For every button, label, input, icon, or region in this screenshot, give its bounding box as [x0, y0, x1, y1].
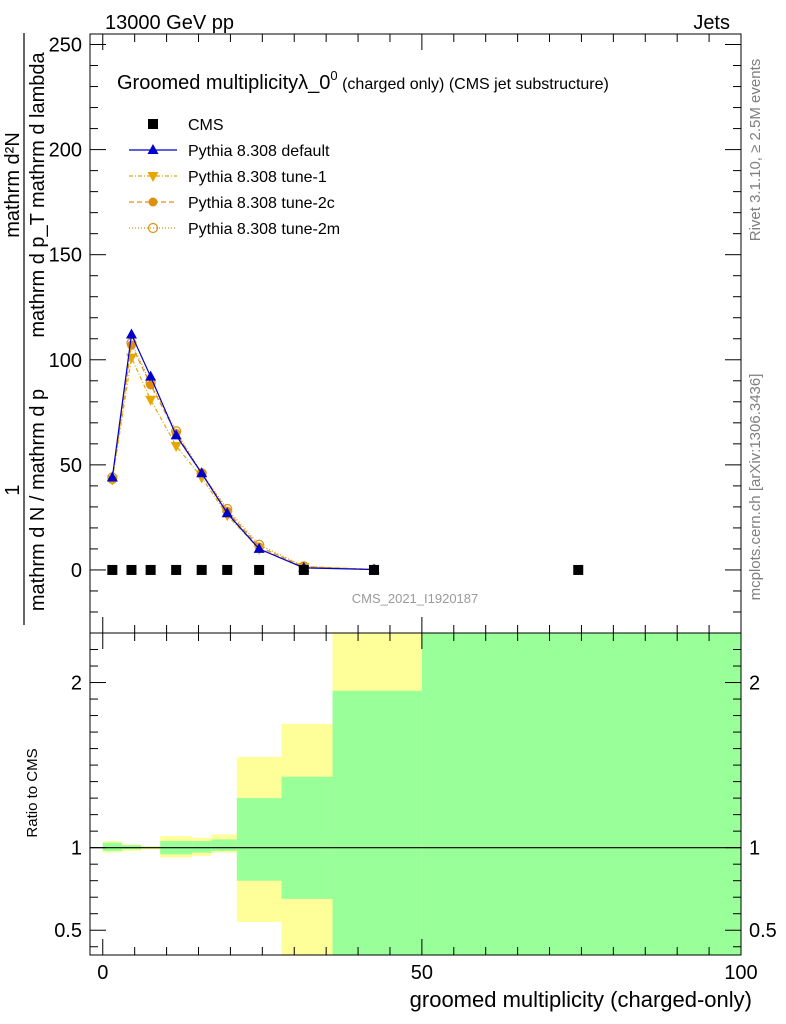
cms-data-point	[126, 564, 137, 575]
main-series	[106, 328, 584, 576]
ratio-y-tick-label: 0.5	[54, 920, 82, 942]
ratio-bands	[90, 633, 741, 955]
cms-data-point	[107, 564, 118, 575]
ratio-axes: 0.5 0.5 1 1 2 2 0 50 100	[54, 633, 777, 984]
cms-data-point	[573, 564, 584, 575]
y-tick-label: 100	[49, 350, 82, 372]
legend-marker	[148, 197, 158, 207]
watermark: CMS_2021_I1920187	[352, 591, 479, 606]
cms-data-point	[222, 564, 233, 575]
cms-data-point	[298, 564, 309, 575]
legend-label: Pythia 8.308 tune-2m	[188, 221, 340, 238]
energy-label: 13000 GeV pp	[105, 12, 234, 34]
y-tick-label: 0	[71, 560, 82, 582]
chart-title-sub: (charged only) (CMS jet substructure)	[338, 76, 609, 93]
ratio-plot-frame	[89, 632, 742, 956]
y-tick-label: 150	[49, 245, 82, 267]
ylabel-denominator: mathrm d N / mathrm d p	[27, 389, 49, 611]
series-pythia-8-308-default	[106, 328, 380, 574]
ratio-y-tick-label-right: 2	[749, 673, 760, 695]
ratio-y-tick-label-right: 1	[749, 838, 760, 860]
legend-label: CMS	[188, 117, 224, 134]
chart-title: Groomed multiplicityλ_00 (charged only) …	[117, 68, 609, 94]
ratio-band-green	[102, 842, 122, 851]
legend-entry: Pythia 8.308 tune-2c	[129, 195, 335, 212]
legend-marker	[147, 172, 159, 182]
ratio-plot: 0.5 0.5 1 1 2 2 0 50 100	[54, 632, 777, 984]
process-label: Jets	[693, 12, 730, 34]
legend-marker	[147, 144, 159, 154]
data-point	[221, 507, 233, 518]
cms-data-point	[171, 564, 182, 575]
y-tick-label: 250	[49, 35, 82, 57]
ratio-y-tick-label: 2	[71, 673, 82, 695]
series-pythia-8-308-tune-2m	[107, 337, 380, 575]
cms-data-point	[145, 564, 156, 575]
ratio-band-green	[192, 841, 212, 853]
series-cms	[107, 564, 584, 575]
ratio-y-tick-label-right: 0.5	[749, 920, 777, 942]
ylabel-prefix: 1	[2, 484, 24, 495]
data-point	[170, 441, 182, 452]
legend-entry: Pythia 8.308 default	[129, 143, 330, 160]
main-ylabel: 1 mathrm d²N mathrm d N / mathrm d p mat…	[2, 33, 49, 625]
main-axes: 0 50 100 150 200 250	[49, 34, 742, 634]
ratio-band-green	[332, 690, 422, 955]
data-point	[145, 370, 157, 381]
legend-label: Pythia 8.308 default	[188, 143, 330, 160]
ylabel-rest: mathrm d p_T mathrm d lambda	[27, 51, 49, 337]
x-tick-label: 100	[724, 962, 757, 984]
mcplots-side-text: mcplots.cern.ch [arXiv:1306.3436]	[747, 374, 764, 601]
series-line	[111, 355, 375, 571]
chart-title-main: Groomed multiplicityλ_0	[117, 72, 330, 94]
y-tick-label: 200	[49, 140, 82, 162]
data-point	[196, 467, 208, 478]
series-line	[111, 340, 375, 571]
ratio-band-green	[236, 798, 282, 881]
legend-label: Pythia 8.308 tune-1	[188, 169, 327, 186]
x-axis-label: groomed multiplicity (charged-only)	[410, 987, 752, 1012]
ylabel-numerator: mathrm d²N	[2, 132, 24, 238]
rivet-side-text: Rivet 3.1.10, ≥ 2.5M events	[747, 59, 764, 242]
data-point	[253, 542, 265, 553]
y-tick-label: 50	[60, 455, 82, 477]
series-line	[111, 332, 375, 571]
data-point	[125, 328, 137, 339]
cms-data-point	[196, 564, 207, 575]
legend-entry: CMS	[148, 117, 224, 134]
data-point	[145, 395, 157, 406]
ratio-y-tick-label: 1	[71, 838, 82, 860]
ratio-band-green	[211, 839, 237, 851]
ratio-ylabel: Ratio to CMS	[24, 748, 41, 837]
legend-marker	[147, 222, 159, 234]
cms-data-point	[369, 564, 380, 575]
legend-label: Pythia 8.308 tune-2c	[188, 195, 335, 212]
x-tick-label: 0	[97, 962, 108, 984]
ratio-band-green	[281, 776, 333, 899]
data-point	[170, 429, 182, 440]
chart-title-sup: 0	[330, 68, 337, 83]
legend-entry: Pythia 8.308 tune-2m	[129, 221, 340, 238]
legend-marker	[148, 119, 158, 129]
cms-data-point	[254, 564, 265, 575]
ratio-band-green	[421, 633, 741, 955]
legend: CMS Pythia 8.308 default Pythia 8.308 tune…	[129, 117, 340, 238]
data-point	[106, 471, 118, 482]
legend-entry: Pythia 8.308 tune-1	[129, 169, 327, 186]
x-tick-label: 50	[411, 962, 433, 984]
